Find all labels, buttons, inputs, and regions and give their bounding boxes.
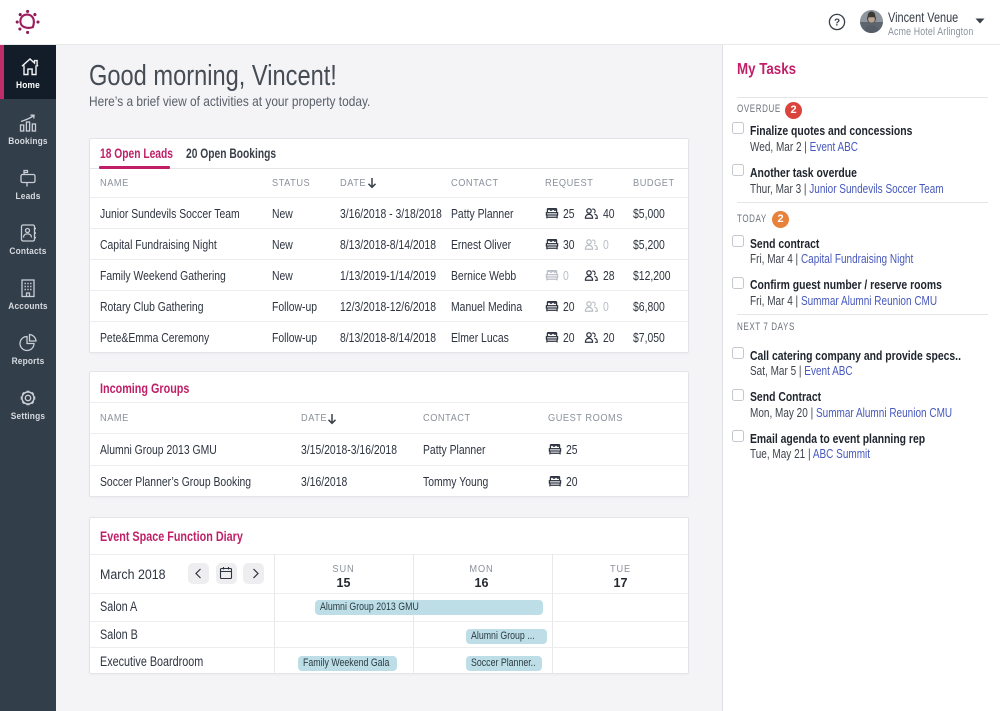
- svg-text:?: ?: [834, 18, 840, 29]
